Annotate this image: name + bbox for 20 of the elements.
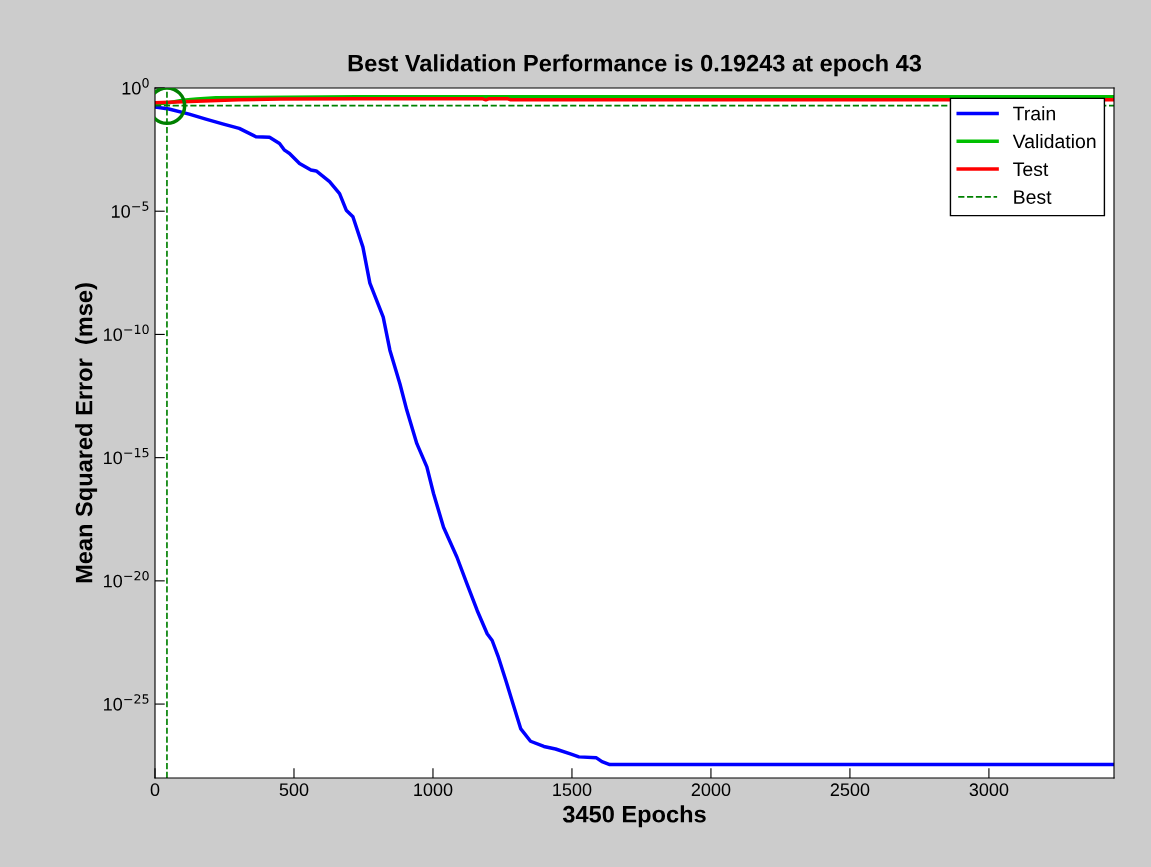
x-tick-label: 0: [150, 783, 160, 797]
x-tick-label: 1500: [553, 783, 592, 797]
chart-title: Best Validation Performance is 0.19243 at epoch 43: [348, 54, 922, 77]
legend-label: Test: [1013, 162, 1049, 177]
legend-label: Best: [1014, 190, 1052, 204]
x-tick-label: 2000: [691, 783, 731, 797]
y-tick-label: 10$^{−15}$: [104, 447, 149, 465]
x-tick-label: 3000: [969, 783, 1009, 797]
x-axis-title: 3450 Epochs: [562, 805, 706, 828]
legend-label: Train: [1013, 106, 1055, 121]
y-tick-label: 10$^{−10}$: [104, 324, 149, 342]
x-tick-label: 1000: [414, 783, 453, 797]
y-tick-label: 10$^{−20}$: [104, 570, 149, 588]
y-tick-label: 10$^{0}$: [122, 78, 149, 95]
y-axis-title: Mean Squared Error (mse): [75, 283, 98, 583]
x-tick-label: 2500: [830, 783, 870, 797]
y-tick-label: 10$^{−25}$: [104, 694, 149, 711]
y-tick-label: 10$^{−5}$: [111, 201, 149, 218]
x-tick-label: 500: [279, 783, 309, 797]
legend-label: Validation: [1012, 133, 1096, 149]
